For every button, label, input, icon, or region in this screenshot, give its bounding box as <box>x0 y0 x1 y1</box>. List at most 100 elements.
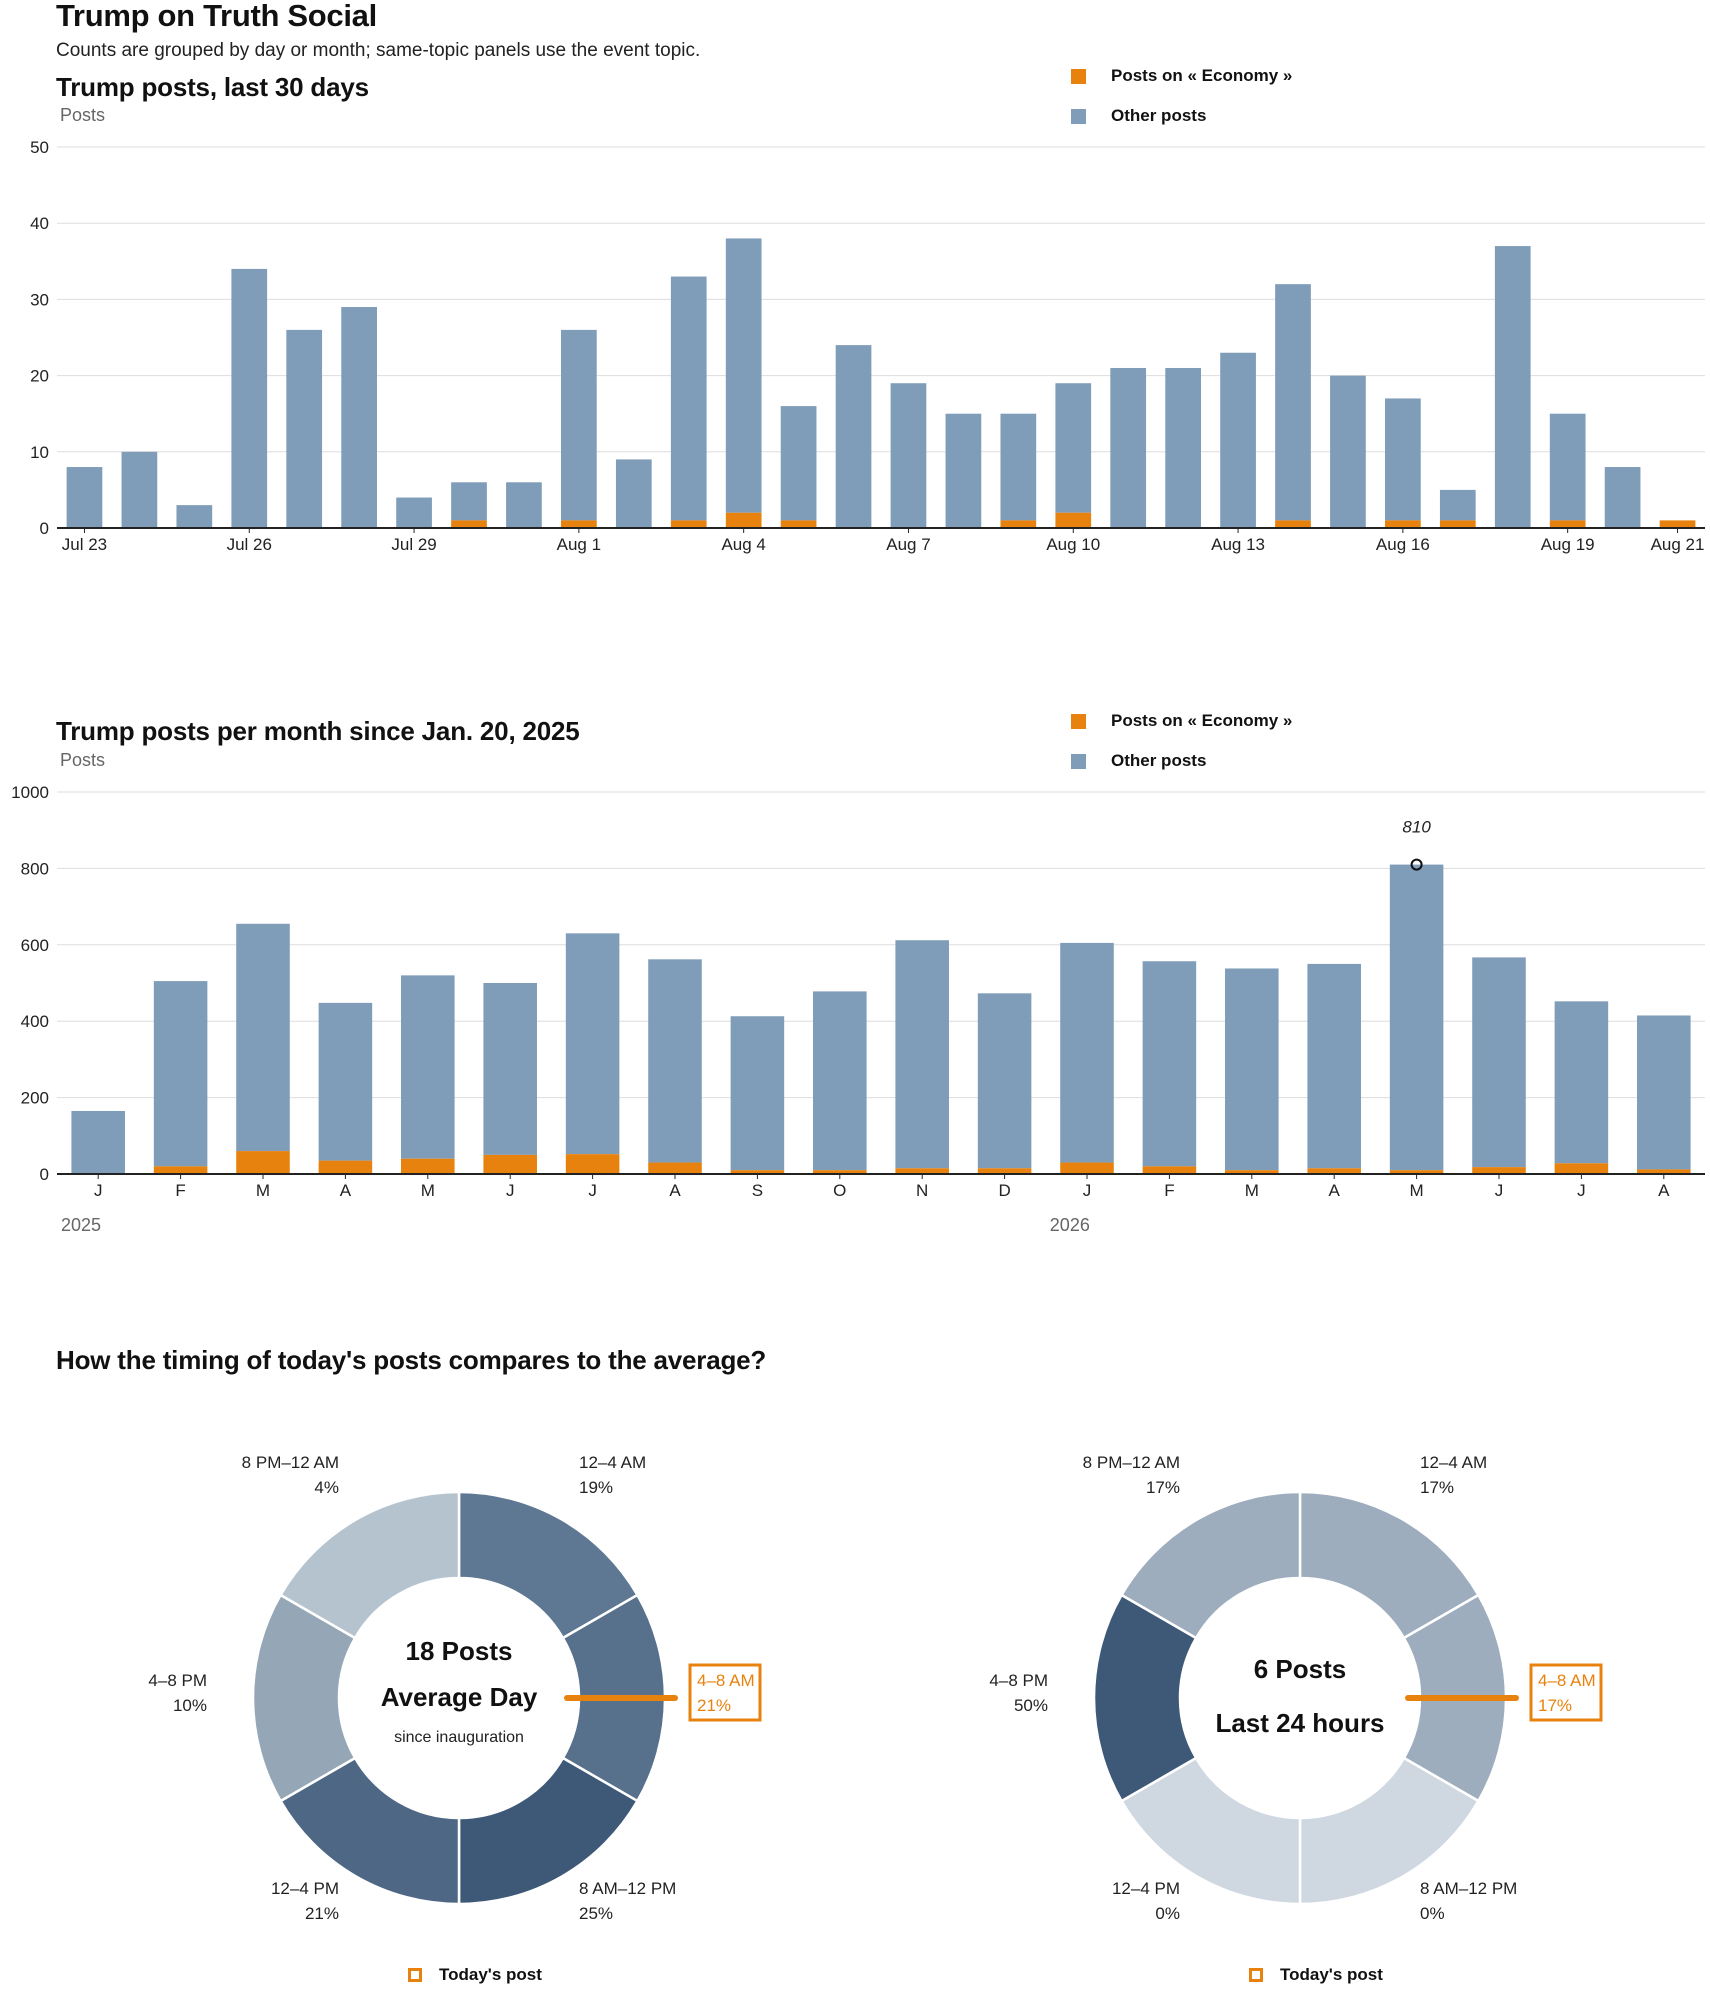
slice-label: 4–8 PM <box>148 1671 207 1690</box>
bar-other <box>1385 398 1421 521</box>
legend-label-topic: Posts on « Economy » <box>1111 66 1293 85</box>
donut-slice <box>1298 1490 1481 1640</box>
bar-other <box>318 1002 373 1161</box>
bar-topic <box>1142 1166 1197 1174</box>
bar-topic <box>565 1154 620 1174</box>
donut-slice <box>278 1756 461 1906</box>
bar-other <box>483 983 537 1155</box>
x-tick-label: A <box>1658 1181 1670 1200</box>
chart2-ylabel: Posts <box>60 750 106 770</box>
bar-other <box>895 940 949 1169</box>
bar-topic <box>1055 512 1092 528</box>
bar-topic <box>977 1168 1032 1174</box>
slice-pct: 17% <box>1420 1478 1454 1497</box>
bar-topic <box>648 1162 702 1174</box>
bar-other <box>1220 352 1256 528</box>
slice-label: 4–8 AM <box>1538 1671 1596 1690</box>
slice-pct: 17% <box>1146 1478 1180 1497</box>
bar-topic <box>1000 520 1037 528</box>
bar-other <box>506 482 542 528</box>
slice-pct: 0% <box>1420 1904 1445 1923</box>
bar-other <box>1060 942 1114 1163</box>
legend-label-topic: Posts on « Economy » <box>1111 711 1293 730</box>
donut-slice <box>1119 1756 1302 1906</box>
donut-slice <box>1298 1756 1481 1906</box>
slice-pct: 25% <box>579 1904 613 1923</box>
y-tick-label: 400 <box>21 1012 49 1031</box>
bar-topic <box>1385 520 1421 528</box>
bar-other <box>1472 957 1526 1168</box>
year-label: 2026 <box>1050 1215 1090 1235</box>
bar-topic <box>451 520 487 528</box>
x-tick-label: Aug 4 <box>721 535 765 554</box>
bar-topic <box>561 520 597 528</box>
bar-other <box>1275 284 1311 521</box>
bar-other <box>153 981 208 1167</box>
bar-other <box>1637 1015 1691 1170</box>
bar-other <box>1142 961 1197 1167</box>
bar-other <box>396 497 432 528</box>
donut-slice <box>457 1490 640 1640</box>
bar-other <box>451 482 487 521</box>
chart1-title: Trump posts, last 30 days <box>56 72 369 102</box>
bar-other <box>1307 963 1361 1169</box>
bar-other <box>121 451 158 528</box>
x-tick-label: Aug 13 <box>1211 535 1265 554</box>
bar-other <box>1554 1001 1609 1164</box>
bar-other <box>813 991 867 1171</box>
bar-topic <box>1659 520 1696 528</box>
bar-other <box>615 459 652 528</box>
bar-topic <box>780 520 817 528</box>
x-tick-label: A <box>1329 1181 1341 1200</box>
bar-topic <box>1389 1170 1444 1174</box>
slice-label: 8 AM–12 PM <box>579 1879 676 1898</box>
x-tick-label: Jul 23 <box>62 535 107 554</box>
slice-pct: 4% <box>314 1478 339 1497</box>
chart2-legend-topic: Posts on « Economy » <box>1071 711 1292 731</box>
bar-topic <box>1225 1170 1279 1174</box>
bar-topic <box>1554 1163 1609 1174</box>
y-tick-label: 10 <box>30 443 49 462</box>
bar-other <box>730 1016 785 1171</box>
daily-posts-chart: 0 10 20 30 40 50 Jul 23 Jul 26 Jul 29 Aug 1 Aug 4 A… <box>30 138 1705 554</box>
timing-title: How the timing of today's posts compares… <box>56 1345 767 1375</box>
bar-other <box>1549 413 1586 521</box>
bar-topic <box>236 1151 290 1174</box>
bar-other <box>1494 246 1531 528</box>
bar-topic <box>1472 1167 1526 1174</box>
x-tick-label: J <box>1083 1181 1092 1200</box>
legend-label-other: Other posts <box>1111 106 1207 125</box>
bar-topic <box>1637 1169 1691 1174</box>
bar-other <box>1225 968 1279 1171</box>
chart2-legend-other: Other posts <box>1071 751 1206 771</box>
x-tick-label: J <box>588 1181 597 1200</box>
x-tick-label: M <box>256 1181 270 1200</box>
bar-topic <box>725 512 762 528</box>
x-tick-label: J <box>1495 1181 1504 1200</box>
bar-other <box>780 406 817 521</box>
legend-swatch-topic <box>1071 68 1086 84</box>
bar-other <box>1389 864 1444 1171</box>
year-label: 2025 <box>61 1215 101 1235</box>
x-tick-label: F <box>175 1181 185 1200</box>
legend-swatch-other <box>1071 753 1086 769</box>
bar-topic <box>318 1160 373 1174</box>
x-tick-label: A <box>340 1181 352 1200</box>
bar-other <box>1330 375 1366 528</box>
slice-pct: 21% <box>305 1904 339 1923</box>
chart1-ylabel: Posts <box>60 105 106 125</box>
chart1-legend-topic: Posts on « Economy » <box>1071 66 1292 86</box>
bar-other <box>341 307 377 528</box>
slice-label: 12–4 PM <box>1112 1879 1180 1898</box>
bar-other <box>286 329 323 528</box>
today-legend-label: Today's post <box>1280 1965 1383 1984</box>
bar-other <box>401 975 455 1159</box>
x-tick-label: Aug 19 <box>1541 535 1595 554</box>
x-tick-label: M <box>421 1181 435 1200</box>
bar-other <box>1439 489 1476 521</box>
bar-other <box>176 505 213 528</box>
page-subtitle: Counts are grouped by day or month; same… <box>56 40 701 61</box>
donut-slice <box>1119 1490 1302 1640</box>
donut-slice <box>1092 1593 1198 1803</box>
bar-topic <box>1549 520 1586 528</box>
